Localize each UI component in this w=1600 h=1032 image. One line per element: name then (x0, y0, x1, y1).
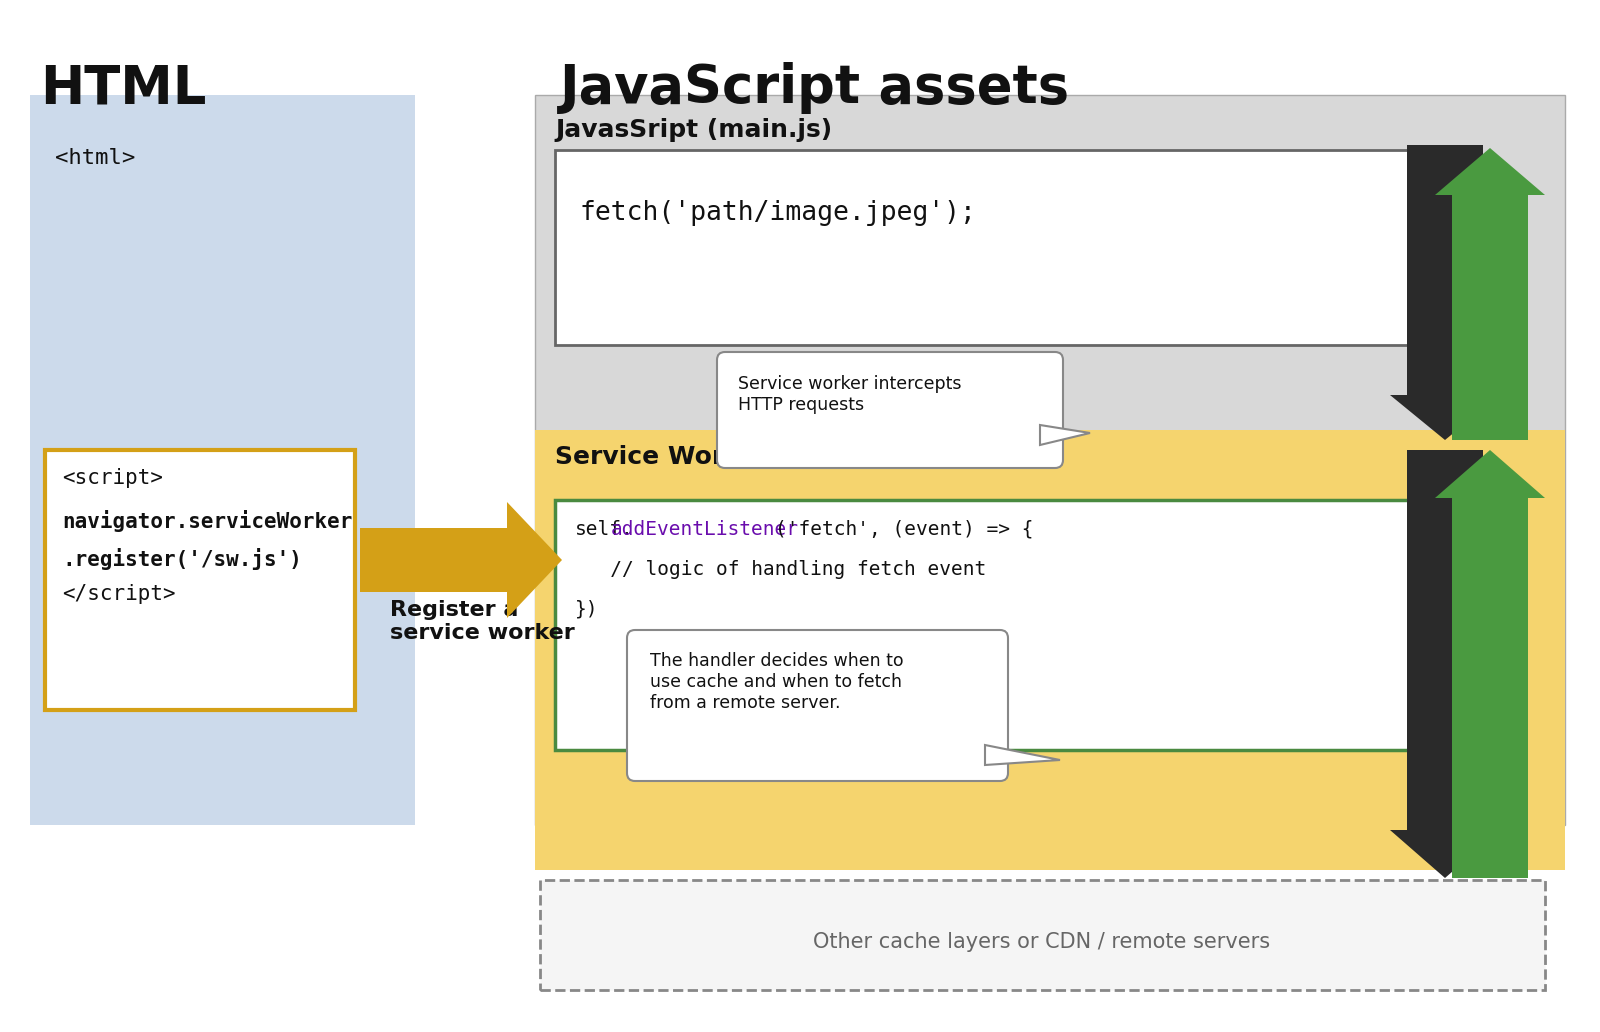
Polygon shape (986, 745, 1059, 765)
Text: addEventListener: addEventListener (611, 520, 798, 539)
Text: JavaScript assets: JavaScript assets (560, 62, 1070, 114)
Text: <html>: <html> (54, 148, 136, 168)
Polygon shape (1390, 146, 1501, 440)
Text: }): }) (574, 600, 598, 619)
FancyBboxPatch shape (45, 450, 355, 710)
FancyBboxPatch shape (541, 880, 1546, 990)
Polygon shape (1390, 450, 1501, 878)
Polygon shape (1040, 425, 1090, 445)
Polygon shape (360, 502, 562, 618)
Text: .register('/sw.js'): .register('/sw.js') (62, 548, 302, 570)
FancyBboxPatch shape (555, 150, 1426, 345)
FancyBboxPatch shape (534, 430, 1565, 870)
FancyBboxPatch shape (534, 95, 1565, 825)
Text: Other cache layers or CDN / remote servers: Other cache layers or CDN / remote serve… (813, 932, 1270, 952)
Text: navigator.serviceWorker: navigator.serviceWorker (62, 510, 352, 533)
Text: </script>: </script> (62, 584, 176, 604)
Text: Service Worker (sw.js): Service Worker (sw.js) (555, 445, 870, 469)
Text: ('fetch', (event) => {: ('fetch', (event) => { (774, 520, 1034, 539)
Text: self.: self. (574, 520, 634, 539)
Text: // logic of handling fetch event: // logic of handling fetch event (574, 560, 986, 579)
FancyBboxPatch shape (555, 499, 1426, 750)
Text: HTML: HTML (40, 62, 206, 114)
Text: The handler decides when to
use cache and when to fetch
from a remote server.: The handler decides when to use cache an… (650, 652, 904, 712)
Text: Register a
service worker: Register a service worker (390, 600, 574, 643)
Text: JavasSript (main.js): JavasSript (main.js) (555, 118, 832, 142)
FancyBboxPatch shape (717, 352, 1062, 467)
FancyBboxPatch shape (30, 95, 414, 825)
Polygon shape (1435, 450, 1546, 878)
Text: fetch('path/image.jpeg');: fetch('path/image.jpeg'); (579, 200, 978, 226)
FancyBboxPatch shape (627, 630, 1008, 781)
Text: Service worker intercepts
HTTP requests: Service worker intercepts HTTP requests (738, 375, 962, 414)
Text: <script>: <script> (62, 467, 163, 488)
Polygon shape (1435, 148, 1546, 440)
